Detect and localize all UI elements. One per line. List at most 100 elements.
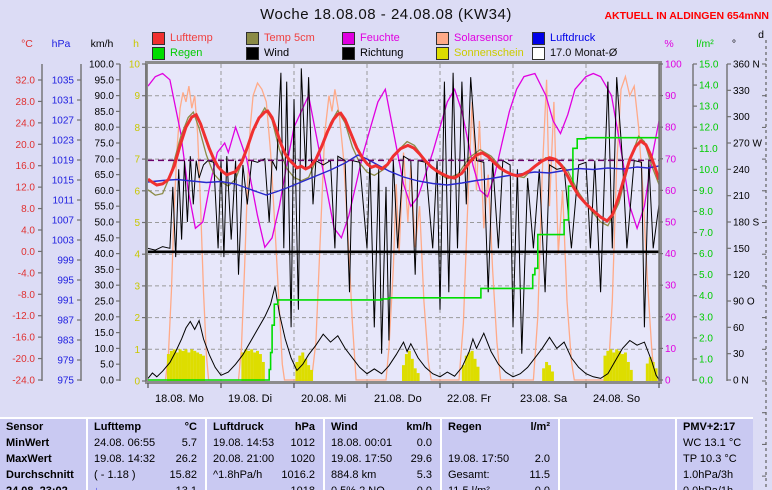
legend-swatch (436, 31, 449, 45)
legend-item-richtung: Richtung (342, 46, 403, 60)
svg-text:1.0: 1.0 (699, 354, 713, 365)
svg-text:991: 991 (57, 296, 74, 307)
svg-text:7: 7 (134, 155, 140, 166)
svg-text:0.0: 0.0 (21, 247, 35, 258)
legend-item-wind: Wind (246, 46, 289, 60)
svg-text:6: 6 (134, 186, 140, 197)
svg-text:3.0: 3.0 (699, 312, 713, 323)
svg-text:21.08. Do: 21.08. Do (374, 393, 422, 405)
svg-text:1027: 1027 (52, 116, 75, 127)
table-cell (560, 467, 675, 483)
svg-text:12.0: 12.0 (16, 183, 36, 194)
axis-temp (38, 64, 43, 381)
legend-label: Regen (170, 47, 203, 59)
page-title: Woche 18.08.08 - 24.08.08 (KW34) (260, 6, 512, 23)
svg-text:19.08. Di: 19.08. Di (228, 393, 272, 405)
table-col-wind: Wind km/h 18.08. 00:01 0.0 19.08. 17:50 29.6 8… (325, 419, 442, 490)
svg-text:28.0: 28.0 (16, 97, 36, 108)
table-cell: ^1.8hPa/h 1016.2 (213, 469, 315, 481)
series-temp5cm (148, 106, 659, 227)
axis-deg (726, 63, 731, 381)
table-cell: Lufttemp °C (94, 421, 197, 433)
table-cell (560, 435, 675, 451)
table-cell: 19.08. 14:53 1012 (213, 437, 315, 449)
axis-kmh (116, 63, 121, 381)
svg-text:40: 40 (665, 249, 677, 260)
svg-text:14.0: 14.0 (699, 81, 719, 92)
legend-item-sonnenschein: Sonnenschein (436, 46, 524, 60)
svg-text:8.0: 8.0 (699, 207, 713, 218)
svg-text:1031: 1031 (52, 96, 75, 107)
svg-text:13.0: 13.0 (699, 102, 719, 113)
svg-text:5: 5 (134, 218, 140, 229)
svg-text:10.0: 10.0 (699, 165, 719, 176)
table-cell: PMV+2:17 (683, 421, 736, 433)
table-cell: 20.08. 21:00 1020 (213, 453, 315, 465)
table-cell: 11.5 l/m²0.0 (442, 483, 558, 490)
svg-text:5.0: 5.0 (699, 270, 713, 281)
svg-text:h: h (133, 38, 139, 50)
legend-swatch (152, 46, 165, 60)
table-row-label: Durchschnitt (6, 469, 74, 481)
svg-text:60: 60 (665, 186, 677, 197)
svg-text:995: 995 (57, 276, 74, 287)
svg-text:9: 9 (134, 91, 140, 102)
svg-text:8.0: 8.0 (21, 204, 35, 215)
svg-text:35.0: 35.0 (95, 265, 115, 276)
table-cell (560, 483, 675, 490)
table-cell (560, 451, 675, 467)
table-col-labels: Sensor MinWert MaxWert Durchschnitt 24.08. 2… (0, 419, 88, 490)
plot-area (148, 64, 659, 381)
series-sonnenschein-bars (166, 349, 658, 381)
svg-text:0 N: 0 N (733, 376, 749, 387)
station-label: AKTUELL IN ALDINGEN 654mNN (604, 10, 769, 22)
legend-swatch (152, 31, 165, 45)
svg-text:270 W: 270 W (733, 139, 762, 150)
svg-text:%: % (664, 38, 673, 50)
table-cell: 0.5% 2 NO0.0 (325, 483, 440, 490)
svg-text:45.0: 45.0 (95, 233, 115, 244)
svg-text:60.0: 60.0 (95, 186, 115, 197)
svg-text:330: 330 (733, 86, 750, 97)
svg-text:210: 210 (733, 191, 750, 202)
svg-text:-4.0: -4.0 (18, 268, 36, 279)
svg-text:55.0: 55.0 (95, 202, 115, 213)
table-row-label: 24.08. 23:02 (0, 483, 86, 490)
table-cell: Luftdruck hPa (213, 421, 315, 433)
svg-text:6.0: 6.0 (699, 249, 713, 260)
series-lufttemp (148, 109, 659, 223)
svg-text:10: 10 (665, 344, 677, 355)
svg-text:983: 983 (57, 336, 74, 347)
svg-text:70: 70 (665, 154, 677, 165)
svg-text:80: 80 (665, 123, 677, 134)
svg-text:20.08. Mi: 20.08. Mi (301, 393, 346, 405)
legend-item-17-0-monat-: 17.0 Monat-Ø (532, 46, 617, 60)
legend-swatch (436, 46, 449, 60)
svg-text:4.0: 4.0 (699, 291, 713, 302)
svg-text:20: 20 (665, 312, 677, 323)
svg-text:hPa: hPa (52, 38, 71, 50)
series-solarsensor (148, 74, 659, 381)
svg-text:10: 10 (129, 60, 141, 71)
legend-label: Sonnenschein (454, 47, 524, 59)
series-feuchte (148, 72, 659, 249)
svg-text:-20.0: -20.0 (12, 354, 35, 365)
legend-label: Richtung (360, 47, 404, 59)
table-cell: Gesamt: 11.5 (448, 469, 550, 481)
axis-d (762, 40, 767, 488)
svg-text:-12.0: -12.0 (12, 311, 35, 322)
legend-swatch (342, 46, 355, 60)
svg-text:75.0: 75.0 (95, 139, 115, 150)
series-luftdruck (148, 154, 659, 196)
legend-swatch (532, 46, 545, 60)
svg-text:0: 0 (665, 376, 671, 387)
table-cell: 19.08. 17:50 29.6 (331, 453, 432, 465)
legend-swatch (342, 31, 355, 45)
legend-item-solarsensor: Solarsensor (436, 31, 513, 45)
svg-text:150: 150 (733, 244, 750, 255)
svg-text:50.0: 50.0 (95, 218, 115, 229)
axis-h (142, 63, 147, 382)
series-richtung (148, 68, 659, 354)
